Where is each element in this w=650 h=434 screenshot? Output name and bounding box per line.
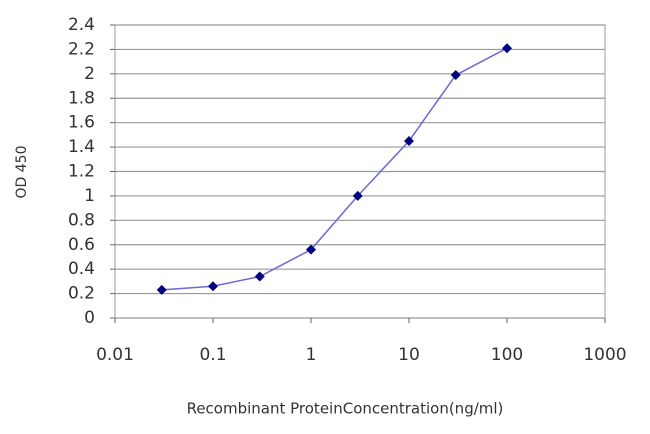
x-tick-label: 0.01 — [96, 345, 134, 365]
data-line — [161, 47, 508, 291]
y-tick-label: 1 — [84, 186, 95, 206]
data-point — [450, 70, 461, 81]
y-tick-label: 2.2 — [68, 39, 95, 59]
y-tick-label: 1.4 — [68, 137, 95, 157]
data-point — [404, 135, 414, 146]
x-tick-label: 1000 — [583, 345, 626, 365]
data-point — [254, 271, 265, 282]
y-tick-label: 1.2 — [68, 162, 95, 182]
x-tick-label: 100 — [491, 345, 523, 365]
data-point — [208, 281, 218, 292]
y-tick-label: 2 — [84, 64, 95, 84]
data-point — [352, 190, 363, 201]
x-axis-label: Recombinant ProteinConcentration(ng/ml) — [187, 400, 504, 418]
x-tick-label: 0.1 — [199, 345, 226, 365]
data-point — [156, 284, 167, 295]
y-axis-label: OD 450 — [14, 146, 30, 199]
x-tick-label: 1 — [306, 345, 317, 365]
y-tick-label: 0.2 — [68, 284, 95, 304]
data-point — [502, 43, 512, 54]
x-tick-label: 10 — [398, 345, 420, 365]
y-tick-label: 0.6 — [68, 235, 95, 255]
y-tick-label: 0.8 — [68, 210, 95, 230]
y-tick-label: 0 — [84, 308, 95, 328]
y-tick-label: 0.4 — [68, 259, 95, 279]
y-tick-label: 1.6 — [68, 113, 95, 133]
y-tick-label: 1.8 — [68, 88, 95, 108]
y-tick-label: 2.4 — [68, 15, 95, 35]
data-point — [306, 244, 316, 255]
